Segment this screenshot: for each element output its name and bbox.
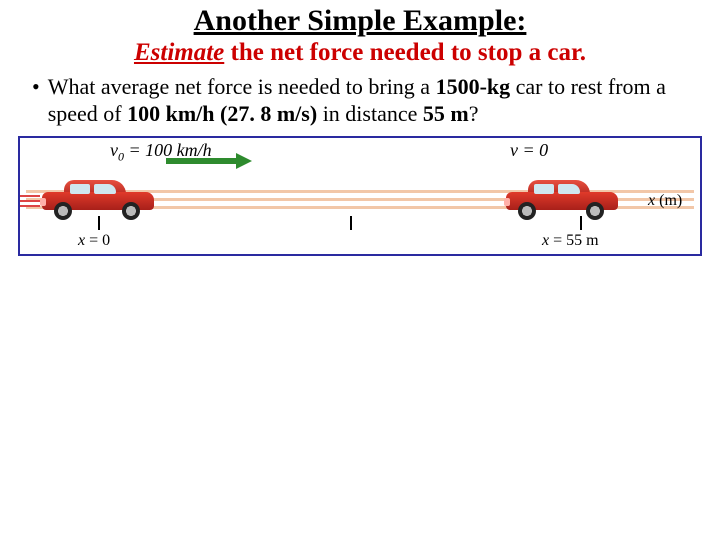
subtitle-rest: the net force needed to stop a car.: [224, 39, 586, 66]
bullet-mass: 1500-kg: [436, 74, 511, 99]
car-icon: [38, 178, 158, 220]
slide-subtitle: Estimate the net force needed to stop a …: [0, 39, 720, 67]
x0-label: x = 0: [78, 232, 110, 250]
bullet-distance: 55 m: [423, 101, 469, 126]
v-label: v = 0: [510, 140, 548, 161]
axis-tick: [98, 216, 100, 230]
axis-tick: [350, 216, 352, 230]
bullet-seg: ?: [469, 101, 479, 126]
bullet-speed: 100 km/h (27. 8 m/s): [127, 101, 317, 126]
motion-lines-icon: [18, 195, 40, 210]
v0-label: v0 = 100 km/h: [110, 140, 212, 165]
bullet-seg: in distance: [317, 101, 423, 126]
bullet-text: What average net force is needed to brin…: [48, 73, 688, 128]
axis-tick: [580, 216, 582, 230]
slide-title: Another Simple Example:: [0, 4, 720, 37]
bullet-seg: What average net force is needed to brin…: [48, 74, 436, 99]
subtitle-emphasis: Estimate: [134, 39, 224, 66]
diagram: v0 = 100 km/h v = 0 x = 0 x = 55 m x (m): [18, 136, 702, 256]
bullet-dot: •: [32, 73, 40, 128]
slide: Another Simple Example: Estimate the net…: [0, 0, 720, 540]
x1-label: x = 55 m: [542, 232, 599, 250]
x-axis-label: x (m): [648, 192, 682, 210]
problem-bullet: • What average net force is needed to br…: [32, 73, 688, 128]
car-icon: [502, 178, 622, 220]
